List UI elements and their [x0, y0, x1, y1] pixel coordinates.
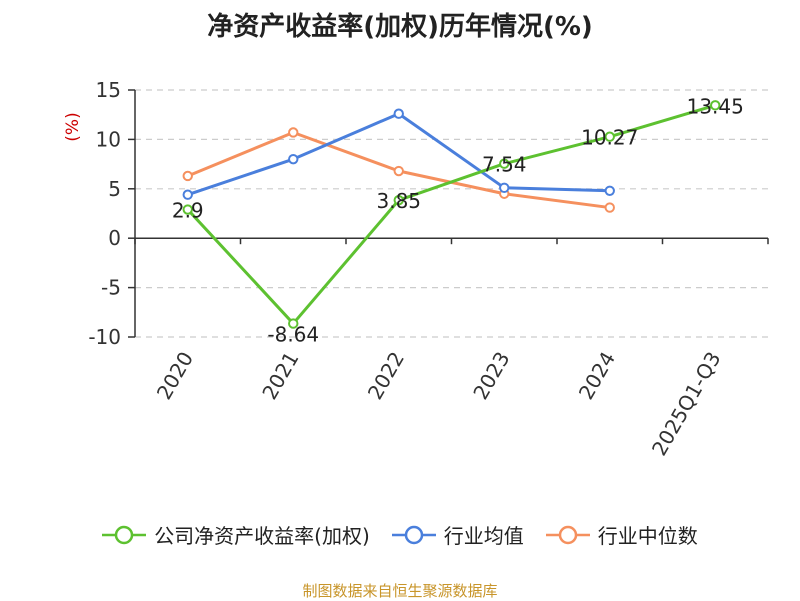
x-tick-label: 2024: [574, 348, 620, 404]
legend-swatch-icon: [391, 525, 436, 544]
x-tick-label: 2022: [363, 348, 409, 404]
legend-item[interactable]: 行业中位数: [545, 520, 698, 549]
y-axis-unit: (%): [63, 112, 83, 141]
chart-title: 净资产收益率(加权)历年情况(%): [207, 12, 593, 42]
legend-label: 公司净资产收益率(加权): [154, 524, 370, 548]
series-line: [186, 103, 716, 326]
data-point: [604, 185, 615, 196]
legend-swatch-icon: [102, 525, 147, 544]
data-point: [499, 182, 510, 194]
data-point: [604, 131, 615, 142]
y-tick-label: 5: [108, 177, 121, 201]
data-point: [182, 189, 193, 200]
legend-item[interactable]: 行业均值: [391, 520, 524, 549]
source-note: 制图数据来自恒生聚源数据库: [302, 582, 498, 600]
x-tick-label: 2025Q1-Q3: [647, 348, 726, 460]
y-tick-label: -10: [88, 325, 121, 349]
data-point: [499, 158, 510, 169]
data-label: 3.85: [376, 189, 421, 213]
data-point: [604, 202, 615, 213]
legend-label: 行业中位数: [597, 524, 698, 548]
y-tick-label: 15: [96, 78, 121, 102]
grid-lines: [135, 89, 768, 338]
data-point: [288, 127, 299, 138]
data-label: -8.64: [267, 323, 319, 347]
legend-item[interactable]: 公司净资产收益率(加权): [102, 520, 370, 549]
data-label: 7.54: [482, 153, 527, 177]
data-point: [393, 108, 404, 119]
y-tick-label: 0: [108, 226, 121, 250]
data-label: 13.45: [687, 94, 744, 118]
data-point: [393, 165, 404, 177]
data-point: [182, 170, 193, 182]
x-tick-label: 2021: [257, 348, 303, 404]
legend: 公司净资产收益率(加权) 行业均值 行业中位数: [0, 520, 800, 549]
data-point: [393, 194, 404, 206]
axes: -10 -5 0 5 10 15 2020 2021 2022 2023 2024 2025Q1-Q3…: [63, 78, 769, 460]
legend-label: 行业均值: [443, 524, 524, 548]
series-lines: [182, 100, 721, 329]
data-point: [710, 100, 721, 111]
data-point: [288, 318, 299, 329]
data-label: 10.27: [581, 126, 638, 150]
data-point: [182, 204, 193, 215]
legend-swatch-icon: [545, 525, 590, 544]
data-point: [288, 153, 299, 165]
y-tick-label: -5: [101, 276, 121, 300]
data-labels: 2.9 -8.64 3.85 7.54 10.27 13.45: [172, 94, 744, 346]
x-tick-label: 2020: [152, 348, 198, 404]
y-tick-label: 10: [96, 127, 121, 151]
data-label: 2.9: [172, 199, 204, 223]
x-tick-label: 2023: [468, 348, 514, 404]
